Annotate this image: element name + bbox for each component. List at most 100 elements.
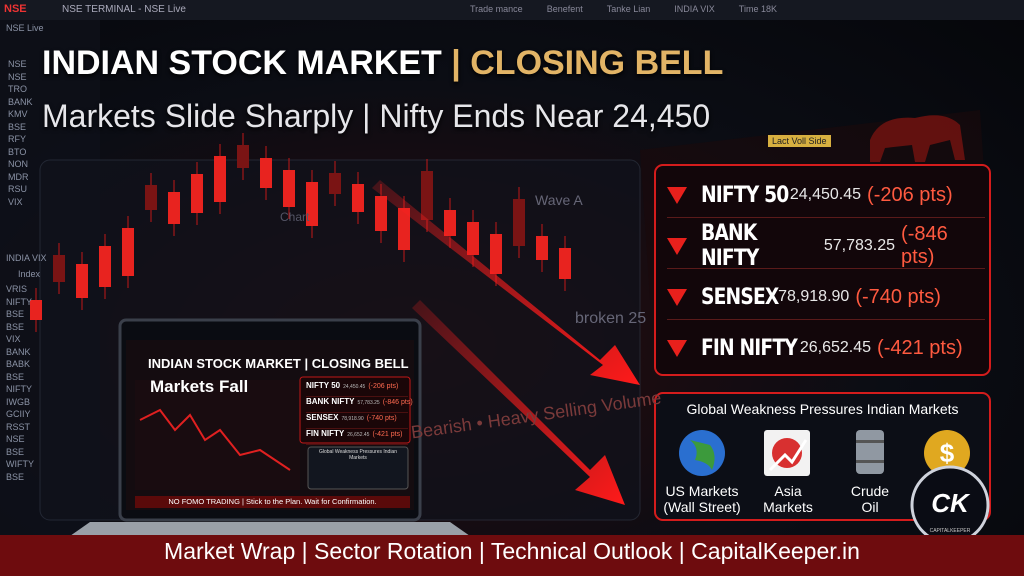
ticker: BSE <box>6 309 25 319</box>
candle-body <box>306 182 318 226</box>
ticker: VRIS <box>6 284 28 294</box>
title: INDIAN STOCK MARKET | CLOSING BELL <box>42 44 723 83</box>
ticker: BABK <box>6 359 31 369</box>
mini-row: NIFTY 50 24,450.45 (-206 pts) <box>306 381 408 397</box>
ticker-list: VRIS NIFTY BSE BSE VIX BANK BABK BSE NIFTY IWGB GC… <box>6 283 34 483</box>
sidebar-section: INDIA VIX <box>6 253 47 263</box>
candle-body <box>260 158 272 188</box>
bg-label: Chart <box>280 210 310 224</box>
ticker: VIX <box>8 196 23 207</box>
candle-body <box>99 246 111 287</box>
laptop-title: INDIAN STOCK MARKET | CLOSING BELL <box>148 356 409 371</box>
global-item: Asia Markets <box>763 483 813 515</box>
candle-body <box>76 264 88 298</box>
ticker: VIX <box>6 334 21 344</box>
ticker: IWGB <box>6 396 30 407</box>
ticker: KMV <box>8 109 28 119</box>
index-change: (-846 pts) <box>901 223 948 268</box>
ticker: NSE <box>6 434 25 444</box>
ticker: BSE <box>6 321 25 332</box>
index-change: (-206 pts) <box>867 183 953 206</box>
index-row: FIN NIFTY 26,652.45 (-421 pts) <box>667 326 985 370</box>
candle-body <box>536 236 548 260</box>
candle-body <box>237 145 249 168</box>
ticker-list: NSE NSE TRO BANK KMV BSE RFY BTO NON MDR RSU VIX <box>8 58 33 208</box>
ticker: TRO <box>8 84 27 94</box>
ticker: MDR <box>8 171 29 182</box>
candle-body <box>352 184 364 212</box>
sidebar-header: NSE Live <box>6 23 44 33</box>
candle-body <box>375 196 387 231</box>
mini-row: SENSEX 78,918.90 (-740 pts) <box>306 413 408 429</box>
logo-mark: CK <box>931 488 969 518</box>
candle-body <box>490 234 502 274</box>
ticker: NIFTY <box>6 296 32 307</box>
down-arrow <box>667 339 687 357</box>
mini-value: 24,450.45 <box>343 384 366 390</box>
ticker: NON <box>8 159 28 169</box>
ticker: WIFTY <box>6 459 34 469</box>
candle-body <box>191 174 203 213</box>
indices-panel: NIFTY 50 24,450.45 (-206 pts) BANK NIFTY 57,… <box>655 165 990 375</box>
mini-name: SENSEX <box>306 413 339 422</box>
global-title: Global Weakness Pressures Indian Markets <box>686 401 959 417</box>
ticker: BSE <box>6 371 25 382</box>
index-name: BANK NIFTY <box>701 221 759 271</box>
ticker: RSST <box>6 421 31 432</box>
candle-body <box>122 228 134 276</box>
index-value: 78,918.90 <box>778 288 850 305</box>
ticker: NSE <box>8 71 27 82</box>
mini-value: 26,652.45 <box>347 432 370 438</box>
candle-body <box>30 300 42 320</box>
logo-name: CAPITALKEEPER <box>929 528 971 534</box>
candle-body <box>513 199 525 246</box>
candle-body <box>145 185 157 210</box>
index-name: SENSEX <box>701 284 779 310</box>
ticker: BTO <box>8 146 27 157</box>
ticker: RFY <box>8 134 26 144</box>
candle-body <box>214 156 226 202</box>
candle-body <box>329 173 341 194</box>
terminal-logo: NSE <box>4 3 27 15</box>
menu-item: Benefent <box>546 4 583 14</box>
candle-body <box>168 192 180 224</box>
laptop-headline: Markets Fall <box>150 377 249 396</box>
ticker: BSE <box>6 471 25 482</box>
terminal-menus: Trade mance Benefent Tanke Lian INDIA VIX Ti… <box>470 4 777 14</box>
terminal-tab: NSE TERMINAL - NSE Live <box>62 4 186 15</box>
subtitle: Markets Slide Sharply | Nifty Ends Near … <box>42 98 711 134</box>
index-change: (-421 pts) <box>877 336 963 359</box>
ticker: BANK <box>8 96 33 107</box>
title-main: INDIAN STOCK MARKET <box>42 44 442 82</box>
down-arrow <box>667 237 687 255</box>
index-name: NIFTY 50 <box>701 182 789 208</box>
mini-change: (-206 pts) <box>368 383 399 390</box>
laptop-footer: NO FOMO TRADING | Stick to the Plan. Wai… <box>168 497 377 506</box>
index-row: BANK NIFTY 57,783.25 (-846 pts) <box>667 221 985 271</box>
mini-name: NIFTY 50 <box>306 381 341 390</box>
ticker: BANK <box>6 346 31 357</box>
footer: Market Wrap | Sector Rotation | Technica… <box>164 538 860 564</box>
bg-label: broken 25 <box>575 310 647 327</box>
title-accent: | CLOSING BELL <box>451 44 724 82</box>
mini-name: BANK NIFTY <box>306 397 355 406</box>
mini-row: FIN NIFTY 26,652.45 (-421 pts) <box>306 429 408 445</box>
index-row: SENSEX 78,918.90 (-740 pts) <box>667 275 985 320</box>
index-name: FIN NIFTY <box>701 335 798 361</box>
sidebar-column: Index <box>18 269 41 279</box>
ticker: NSE <box>8 59 27 69</box>
bg-label: Lact Voll Side <box>768 135 831 147</box>
candle-body <box>53 255 65 282</box>
down-arrow <box>667 186 687 204</box>
candle-body <box>559 248 571 279</box>
svg-text:$: $ <box>940 438 955 468</box>
menu-item: Trade mance <box>470 4 523 14</box>
menu-item: Time 18K <box>738 4 777 14</box>
index-change: (-740 pts) <box>855 285 941 308</box>
global-item: US Markets (Wall Street) <box>663 483 741 515</box>
index-value: 26,652.45 <box>799 339 872 356</box>
candle-body <box>467 222 479 255</box>
menu-item: Tanke Lian <box>606 4 651 14</box>
mini-change: (-740 pts) <box>366 415 397 422</box>
